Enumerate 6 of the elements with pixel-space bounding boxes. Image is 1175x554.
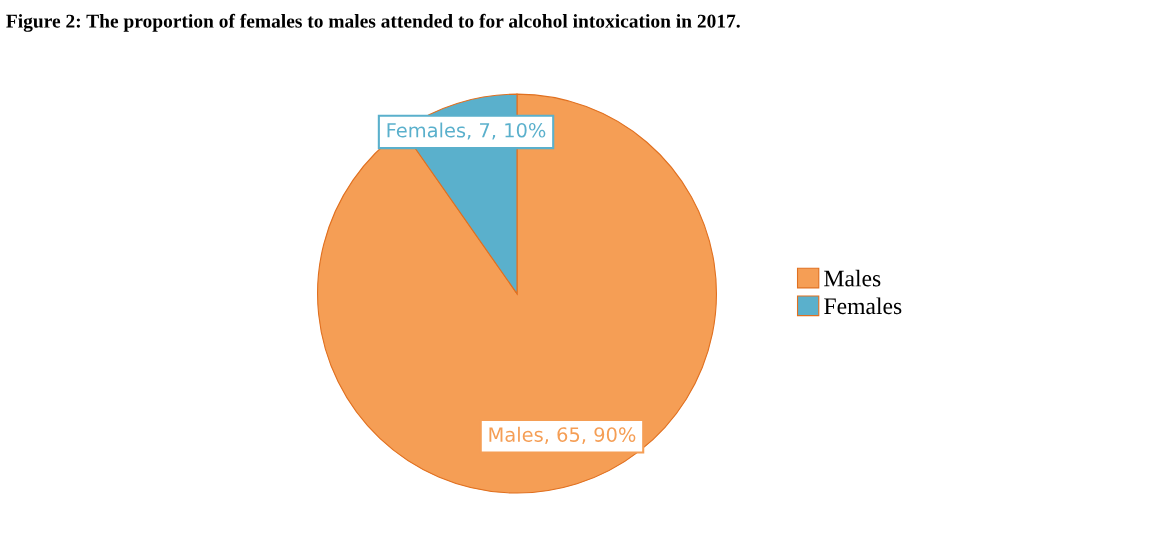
data-label: Males, 65, 90% [489,426,636,444]
data-label: Females, 7, 10% [387,122,546,140]
legend-label: Males [824,269,881,287]
legend-label: Females [824,297,902,315]
pie-slice [317,93,717,494]
chart-title: Figure 2: The proportion of females to males attended to for alcohol intoxication in 2017. [6,13,740,32]
